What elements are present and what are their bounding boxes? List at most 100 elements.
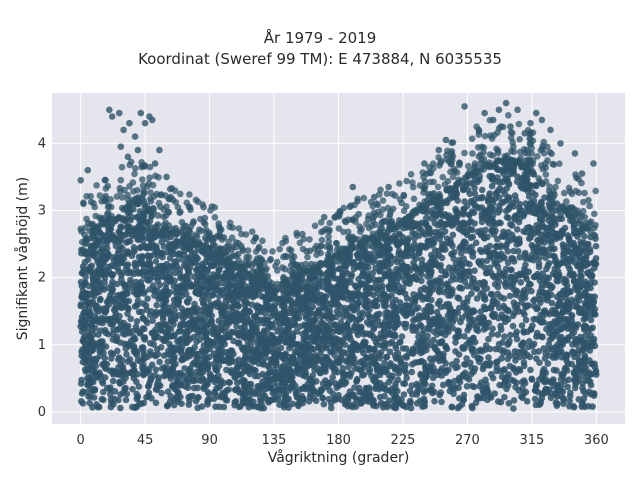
data-point <box>105 295 113 303</box>
data-point <box>145 382 152 390</box>
data-point <box>154 350 162 358</box>
data-point <box>252 357 259 364</box>
data-point <box>426 225 433 233</box>
data-point <box>439 240 446 248</box>
data-point <box>443 280 451 288</box>
data-point <box>286 344 293 352</box>
data-point <box>293 360 300 368</box>
data-point <box>369 355 376 363</box>
data-point <box>582 377 590 384</box>
data-point <box>592 368 600 376</box>
data-point <box>414 339 422 346</box>
data-point <box>118 223 126 231</box>
data-point <box>261 348 269 355</box>
data-point <box>322 277 330 285</box>
data-point <box>482 319 489 327</box>
data-point <box>539 204 546 212</box>
data-point <box>469 199 476 206</box>
data-point <box>532 191 539 199</box>
data-point <box>422 215 430 222</box>
data-point <box>580 316 588 323</box>
data-point <box>107 262 115 270</box>
data-point <box>158 238 165 246</box>
data-point <box>197 273 205 280</box>
data-point <box>208 317 215 325</box>
data-point <box>435 228 443 236</box>
data-point <box>78 293 86 301</box>
data-point <box>460 391 468 399</box>
data-point <box>472 239 480 247</box>
data-point <box>306 376 314 384</box>
data-point <box>566 265 573 273</box>
data-point <box>497 398 505 406</box>
data-point <box>482 269 490 277</box>
data-point <box>149 317 156 325</box>
data-point <box>304 283 311 290</box>
data-point <box>159 303 167 310</box>
data-point <box>413 380 421 388</box>
data-point <box>539 270 546 277</box>
data-point <box>453 334 461 341</box>
data-point <box>384 403 391 411</box>
data-point <box>415 312 423 319</box>
data-point <box>424 332 431 340</box>
data-point <box>166 254 174 262</box>
data-point <box>429 374 437 382</box>
data-point <box>204 398 211 406</box>
data-point <box>187 367 194 375</box>
data-point <box>159 321 167 329</box>
data-point <box>93 401 100 408</box>
data-point <box>545 259 553 267</box>
data-point <box>125 297 132 305</box>
data-point <box>576 291 583 298</box>
data-point <box>399 284 407 292</box>
data-point <box>229 274 237 282</box>
data-point <box>493 242 500 250</box>
data-point <box>332 294 340 302</box>
data-point <box>115 356 122 363</box>
data-point <box>491 281 499 288</box>
data-point <box>356 388 363 396</box>
data-point <box>114 292 121 299</box>
data-point <box>496 202 503 210</box>
data-point <box>530 197 538 204</box>
data-point <box>456 378 464 386</box>
data-point <box>553 367 560 374</box>
data-point <box>445 292 452 299</box>
data-point <box>507 266 514 274</box>
data-point <box>461 361 468 368</box>
data-point <box>189 361 196 368</box>
data-point <box>127 216 134 224</box>
data-point <box>485 249 493 257</box>
data-point <box>361 263 369 270</box>
data-point <box>105 330 112 338</box>
data-point <box>119 280 127 287</box>
data-point <box>552 272 559 279</box>
chart-title: År 1979 - 2019 <box>263 29 377 47</box>
data-point <box>497 219 504 227</box>
data-point <box>111 395 118 403</box>
data-point <box>231 401 238 409</box>
data-point <box>345 363 352 371</box>
data-point <box>474 178 481 186</box>
data-point <box>277 344 285 352</box>
data-point <box>574 321 582 328</box>
data-point <box>307 346 315 353</box>
data-point <box>486 190 494 197</box>
data-point <box>473 203 481 210</box>
data-point <box>467 370 475 378</box>
data-point <box>263 295 270 302</box>
data-point <box>544 360 552 367</box>
data-point <box>144 353 151 361</box>
data-point <box>97 372 105 380</box>
data-point <box>532 387 539 394</box>
data-point <box>161 364 168 371</box>
data-point <box>428 251 435 259</box>
data-point <box>406 302 414 310</box>
data-point <box>553 393 561 400</box>
data-point <box>376 276 383 284</box>
data-point <box>509 312 517 320</box>
data-point <box>527 281 534 288</box>
data-point <box>449 231 457 239</box>
data-point <box>342 398 349 406</box>
